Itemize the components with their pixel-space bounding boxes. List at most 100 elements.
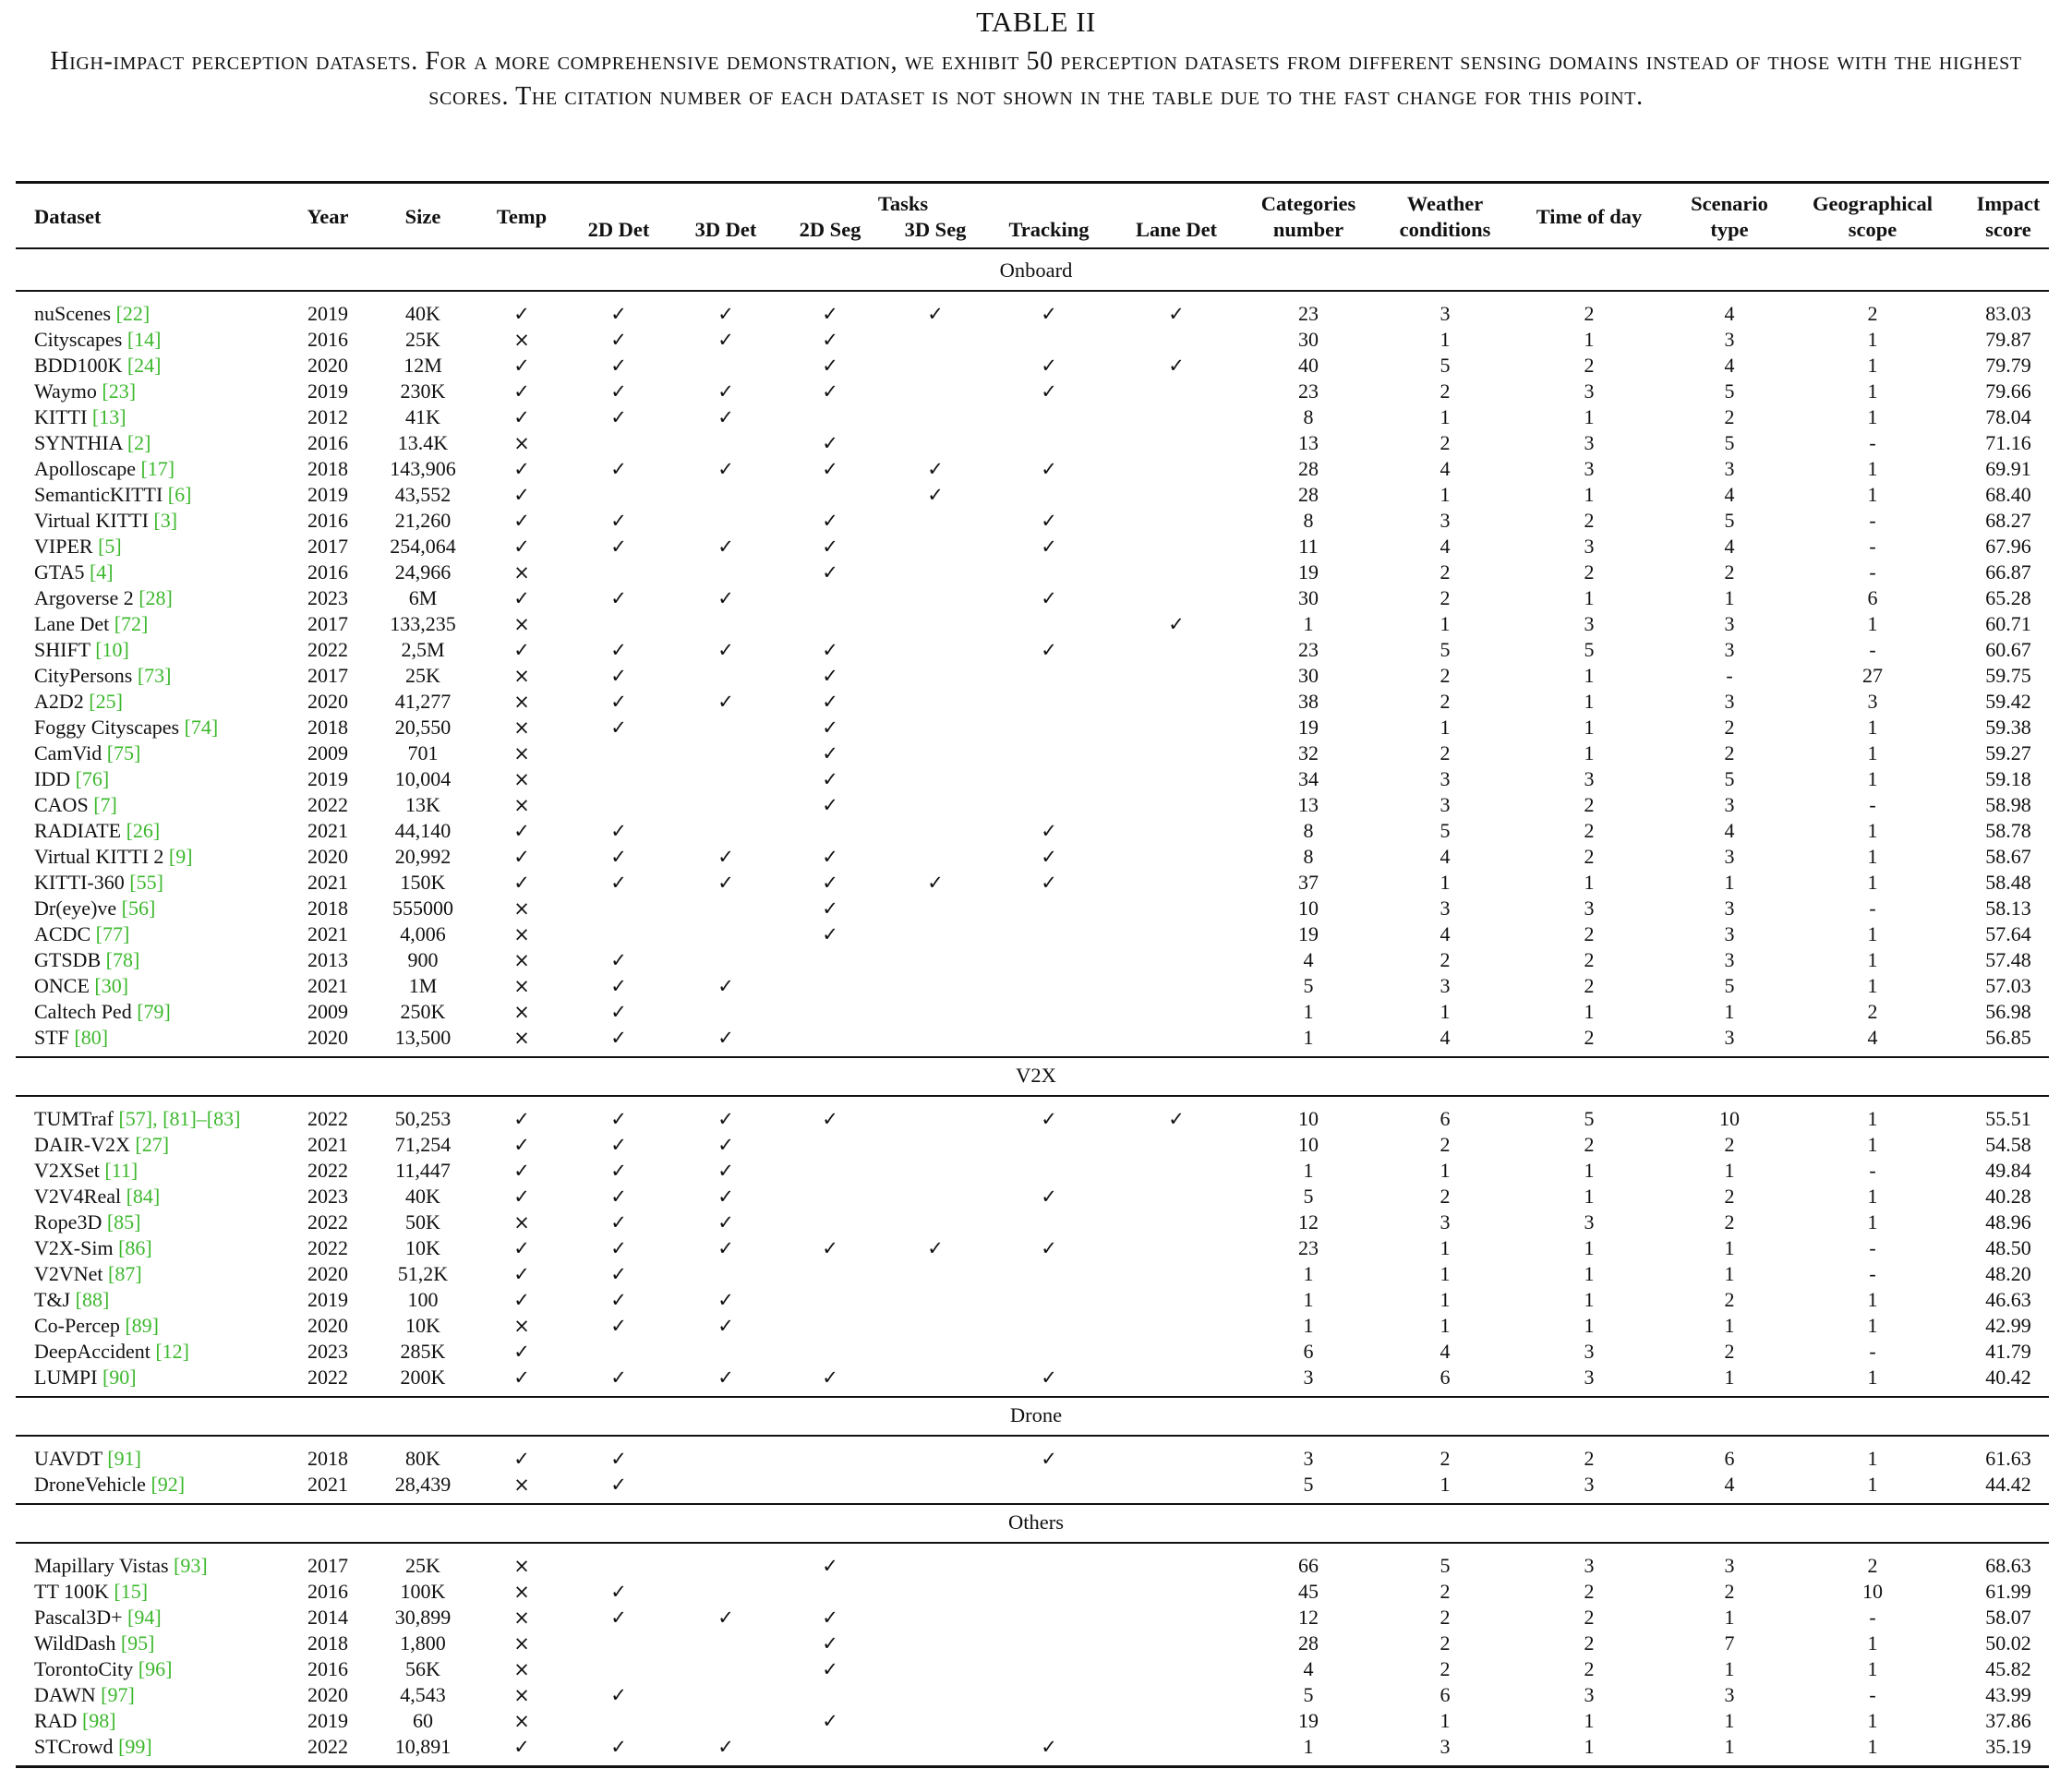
categories-cell: 28 bbox=[1298, 483, 1319, 506]
categories-cell: 23 bbox=[1298, 1236, 1319, 1259]
check-icon: ✓ bbox=[1168, 303, 1185, 325]
time-cell: 3 bbox=[1584, 612, 1595, 635]
categories-cell: 66 bbox=[1298, 1554, 1319, 1577]
weather-cell: 3 bbox=[1440, 1210, 1451, 1233]
table-row: IDD [76] 2019 10,004 × ✓ 34 3 3 5 1 59.18 bbox=[0, 766, 2072, 792]
table-row: CityPersons [73] 2017 25K × ✓ ✓ 30 2 1 - 27 59.75 bbox=[0, 663, 2072, 689]
dataset-label: BDD100K bbox=[34, 354, 127, 377]
check-icon: ✓ bbox=[1041, 846, 1057, 868]
dataset-label: Virtual KITTI bbox=[34, 509, 154, 532]
year-cell: 2019 bbox=[307, 483, 348, 506]
weather-cell: 3 bbox=[1440, 1735, 1451, 1758]
check-icon: ✓ bbox=[717, 406, 734, 428]
check-icon: ✓ bbox=[927, 872, 944, 894]
check-icon: ✓ bbox=[610, 1001, 627, 1023]
size-cell: 80K bbox=[405, 1447, 440, 1470]
check-icon: ✓ bbox=[717, 1607, 734, 1629]
check-icon: ✓ bbox=[822, 1237, 838, 1259]
impact-cell: 46.63 bbox=[1985, 1288, 2031, 1311]
scenario-cell: 2 bbox=[1724, 716, 1735, 739]
check-icon: ✓ bbox=[822, 1632, 838, 1655]
categories-cell: 1 bbox=[1303, 1314, 1314, 1337]
citation-ref: [78] bbox=[105, 948, 140, 971]
impact-cell: 61.63 bbox=[1985, 1447, 2031, 1470]
geo-cell: - bbox=[1869, 793, 1876, 816]
header-categories: Categories number bbox=[1198, 191, 1419, 243]
cross-icon: × bbox=[513, 1211, 530, 1233]
categories-cell: 5 bbox=[1303, 1683, 1314, 1706]
year-cell: 2019 bbox=[307, 1709, 348, 1732]
weather-cell: 4 bbox=[1440, 845, 1451, 868]
year-cell: 2021 bbox=[307, 819, 348, 842]
time-cell: 2 bbox=[1584, 1606, 1595, 1629]
geo-cell: 1 bbox=[1867, 1631, 1878, 1655]
size-cell: 25K bbox=[405, 328, 440, 351]
dataset-name: DAIR-V2X [27] bbox=[34, 1132, 169, 1158]
check-icon: ✓ bbox=[610, 1448, 627, 1470]
citation-ref: [74] bbox=[184, 716, 219, 739]
citation-ref: [86] bbox=[118, 1236, 152, 1259]
check-icon: ✓ bbox=[513, 1736, 530, 1758]
dataset-label: V2V4Real bbox=[34, 1185, 126, 1208]
check-icon: ✓ bbox=[822, 1658, 838, 1680]
header-rule bbox=[16, 247, 2049, 249]
time-cell: 1 bbox=[1584, 1159, 1595, 1182]
dataset-name: V2VNet [87] bbox=[34, 1261, 142, 1287]
time-cell: 1 bbox=[1584, 483, 1595, 506]
header-task-col: Lane Det bbox=[1135, 218, 1218, 241]
weather-cell: 5 bbox=[1440, 1554, 1451, 1577]
dataset-name: STCrowd [99] bbox=[34, 1734, 152, 1760]
check-icon: ✓ bbox=[822, 432, 838, 454]
weather-cell: 2 bbox=[1440, 379, 1451, 403]
year-cell: 2018 bbox=[307, 716, 348, 739]
categories-cell: 1 bbox=[1303, 612, 1314, 635]
check-icon: ✓ bbox=[717, 536, 734, 558]
impact-cell: 71.16 bbox=[1985, 431, 2031, 454]
time-cell: 3 bbox=[1584, 897, 1595, 920]
dataset-name: Pascal3D+ [94] bbox=[34, 1605, 162, 1631]
time-cell: 2 bbox=[1584, 560, 1595, 584]
categories-cell: 8 bbox=[1303, 819, 1314, 842]
check-icon: ✓ bbox=[1041, 1736, 1057, 1758]
check-icon: ✓ bbox=[1041, 1185, 1057, 1208]
categories-cell: 8 bbox=[1303, 405, 1314, 428]
cross-icon: × bbox=[513, 1474, 530, 1496]
dataset-label: CamVid bbox=[34, 741, 107, 764]
scenario-cell: 1 bbox=[1724, 1262, 1735, 1285]
check-icon: ✓ bbox=[822, 1555, 838, 1577]
geo-cell: 1 bbox=[1867, 1735, 1878, 1758]
categories-cell: 23 bbox=[1298, 379, 1319, 403]
impact-cell: 58.07 bbox=[1985, 1606, 2031, 1629]
categories-cell: 19 bbox=[1298, 922, 1319, 945]
time-cell: 2 bbox=[1584, 1026, 1595, 1049]
weather-cell: 3 bbox=[1440, 793, 1451, 816]
size-cell: 30,899 bbox=[394, 1606, 452, 1629]
dataset-name: A2D2 [25] bbox=[34, 689, 123, 715]
dataset-label: TUMTraf bbox=[34, 1107, 119, 1130]
table-row: DroneVehicle [92] 2021 28,439 × ✓ 5 1 3 4 1 44.42 bbox=[0, 1472, 2072, 1498]
categories-cell: 4 bbox=[1303, 1657, 1314, 1680]
year-cell: 2018 bbox=[307, 897, 348, 920]
dataset-label: Caltech Ped bbox=[34, 1000, 138, 1023]
weather-cell: 1 bbox=[1440, 1709, 1451, 1732]
check-icon: ✓ bbox=[610, 1237, 627, 1259]
section-rule bbox=[16, 1095, 2049, 1097]
table-row: LUMPI [90] 2022 200K ✓ ✓ ✓ ✓ ✓ 3 6 3 1 1 40.42 bbox=[0, 1365, 2072, 1390]
dataset-label: TorontoCity bbox=[34, 1657, 139, 1680]
check-icon: ✓ bbox=[513, 1108, 530, 1130]
cross-icon: × bbox=[513, 613, 530, 635]
citation-ref: [28] bbox=[139, 586, 173, 609]
citation-ref: [79] bbox=[137, 1000, 171, 1023]
dataset-label: Apolloscape bbox=[34, 457, 141, 480]
scenario-cell: 5 bbox=[1724, 767, 1735, 790]
dataset-name: GTA5 [4] bbox=[34, 560, 114, 585]
cross-icon: × bbox=[513, 1555, 530, 1577]
categories-cell: 13 bbox=[1298, 431, 1319, 454]
check-icon: ✓ bbox=[717, 1366, 734, 1389]
check-icon: ✓ bbox=[1041, 820, 1057, 842]
categories-cell: 12 bbox=[1298, 1606, 1319, 1629]
scenario-cell: 3 bbox=[1724, 922, 1735, 945]
weather-cell: 2 bbox=[1440, 431, 1451, 454]
categories-cell: 12 bbox=[1298, 1210, 1319, 1233]
size-cell: 20,992 bbox=[394, 845, 452, 868]
